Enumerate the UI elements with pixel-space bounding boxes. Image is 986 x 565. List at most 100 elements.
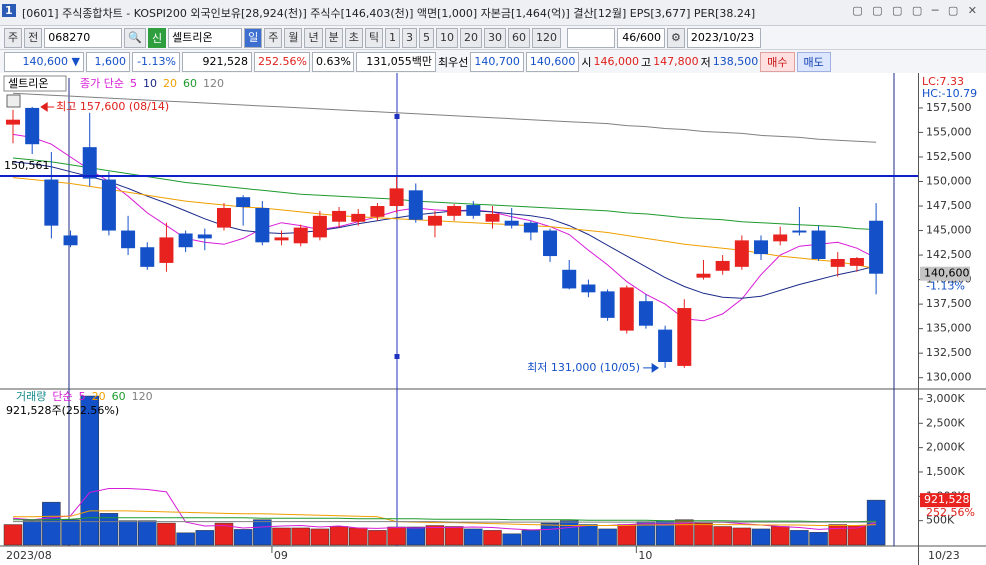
volume-bar [809,532,828,546]
low: 138,500 [712,55,759,68]
candle-body [658,329,673,363]
volume-bar [828,524,847,546]
moving-average [13,517,877,523]
grid-icon[interactable] [6,94,21,108]
low-label: 저 [700,55,711,69]
bid: 140,600 [525,51,580,72]
y-tick-label: 157,500 [926,101,972,114]
candle-body [466,205,481,216]
y-tick-label: 147,500 [926,199,972,212]
moving-average [13,521,877,523]
price: 140,600 ▼ [4,51,84,72]
volume-bar [329,526,349,546]
count-input[interactable]: 46/600 [616,27,665,48]
period-button[interactable]: 월 [284,27,303,48]
volume-bar [233,529,253,546]
interval-button[interactable]: 1 [384,27,400,48]
interval-button[interactable]: 30 [483,27,506,48]
arrow [643,362,660,373]
market-select[interactable]: 주 [4,27,23,48]
volume-bar [22,520,42,546]
moving-average [12,133,877,322]
volume-bar [751,528,771,546]
candle-body [236,197,251,208]
volume-bar [368,530,387,546]
interval-button[interactable]: 3 [401,27,417,48]
volume-bar [521,530,541,546]
period-button[interactable]: 초 [344,27,363,48]
legend: 거래량 단순 5 20 60 120 [16,390,153,403]
volume-bar [579,524,598,546]
blank-input[interactable] [566,27,615,48]
buy-button[interactable]: 매수 [760,51,795,72]
candle-body [543,230,558,257]
mode-select[interactable]: 전 [24,27,43,48]
candle-body [869,220,884,274]
plot: 130,000132,500135,000137,500140,000142,5… [0,75,977,562]
search-button[interactable]: 🔍 [124,27,146,48]
candle-body [830,258,845,267]
volume-bar [118,520,138,546]
candle-body [600,291,615,318]
period-button[interactable]: 분 [324,27,343,48]
ratio-label: 252.56% [926,506,975,519]
open-label: 시 [581,55,592,69]
x-tick-label: 09 [274,549,288,562]
volume-bar [253,519,272,546]
candle-body [159,237,174,263]
volume-bar [444,526,464,546]
y-tick-label: 155,000 [926,125,972,138]
moving-average [12,161,877,299]
change-label: -1.13% [926,280,965,293]
candle-body [485,213,500,222]
candle-body [849,258,864,266]
quote-row: 140,600 ▼ 1,600 -1.13% 921,528 252.56% 0… [0,50,986,74]
candle-body [312,215,327,238]
volume-bar [138,520,157,546]
candle-body [178,233,193,248]
horizontal-line-label: 150,561 [4,159,50,172]
legend-label: 단순 [52,390,72,403]
last-price-label: 140,600 [924,267,970,280]
window-title: [0601] 주식종합차트 - KOSPI200 외국인보유[28,924(천)… [22,7,756,20]
sell-button[interactable]: 매도 [796,51,831,72]
candle-body [6,119,20,125]
legend-title: 거래량 [16,390,46,403]
period-button[interactable]: 일 [244,27,263,48]
volume-bar [502,533,521,546]
interval-button[interactable]: 5 [418,27,434,48]
period-button[interactable]: 년 [304,27,323,48]
volume-bar [387,526,406,546]
candle-body [121,230,136,249]
interval-button[interactable]: 20 [459,27,482,48]
amount: 131,055백만 [356,51,436,72]
price-value: 140,600 [22,54,69,68]
volume-summary: 921,528주(252.56%) [6,404,119,417]
candle-body [351,213,366,222]
chart-area: 130,000132,500135,000137,500140,000142,5… [0,73,986,565]
tool-button[interactable]: ⚙ [666,27,685,48]
legend-entry: 60 [112,390,126,403]
code-input[interactable]: 068270 [44,27,123,48]
candle-body [581,284,596,293]
y-tick-label: 130,000 [926,371,972,384]
interval-button[interactable]: 10 [435,27,458,48]
candle-body [389,188,404,207]
period-button[interactable]: 주 [264,27,283,48]
candle-body [216,207,231,228]
candle-body [734,240,749,267]
period-button[interactable]: 틱 [364,27,383,48]
candle-body [370,206,385,217]
volume-bar [3,524,23,546]
candle-body [274,237,289,241]
volume-bar [272,527,291,546]
interval-button[interactable]: 60 [507,27,530,48]
volume-bar [559,520,579,546]
handle [394,354,400,359]
y-tick-label: 3,000K [926,392,965,405]
interval-button[interactable]: 120 [531,27,561,48]
date-input[interactable]: 2023/10/23 [686,27,761,48]
volume-bar [157,522,176,546]
legend-entry: 60 [183,77,197,90]
volume-bar [214,522,234,546]
